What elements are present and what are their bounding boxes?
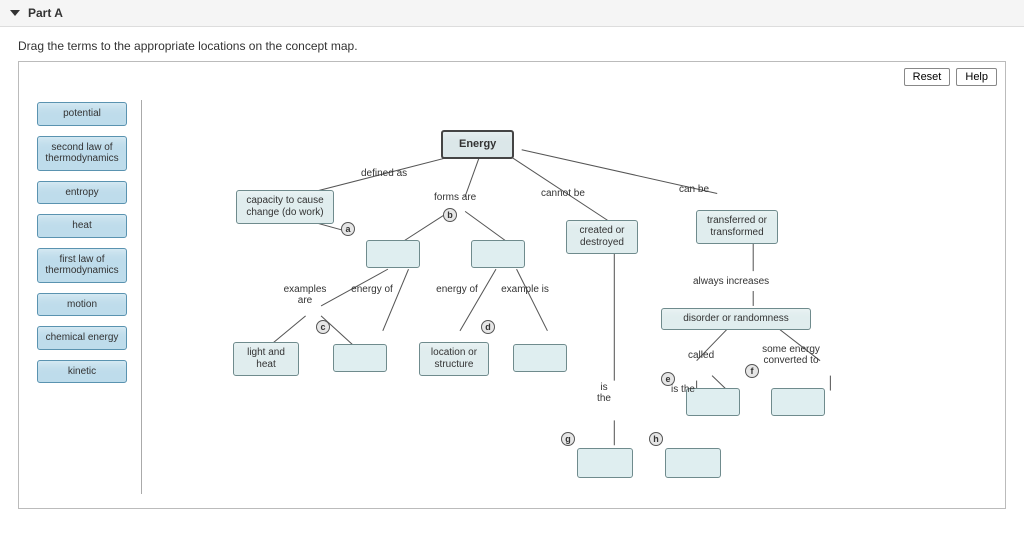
help-button[interactable]: Help [956, 68, 997, 86]
term-second-law[interactable]: second law of thermodynamics [37, 136, 127, 171]
edge-defined-as: defined as [361, 168, 407, 179]
edge-some-energy: some energy converted to [751, 344, 831, 366]
term-entropy[interactable]: entropy [37, 181, 127, 205]
drop-b-right[interactable] [471, 240, 525, 268]
collapse-icon[interactable] [10, 10, 20, 16]
part-title: Part A [28, 6, 63, 20]
drop-h[interactable] [665, 448, 721, 478]
node-energy: Energy [441, 130, 514, 159]
marker-b: b [443, 208, 457, 222]
marker-d: d [481, 320, 495, 334]
edge-energy-of-1: energy of [351, 284, 393, 295]
term-first-law[interactable]: first law of thermodynamics [37, 248, 127, 283]
marker-c: c [316, 320, 330, 334]
edge-is-the-1: is the [593, 382, 615, 404]
concept-map-panel: Reset Help potential second law of therm… [18, 61, 1006, 509]
edge-called: called [688, 350, 714, 361]
node-capacity: capacity to cause change (do work) [236, 190, 334, 224]
drop-b-left[interactable] [366, 240, 420, 268]
edge-is-the-right: is the [671, 384, 695, 395]
node-transferred: transferred or transformed [696, 210, 778, 244]
drop-d[interactable] [513, 344, 567, 372]
edge-can-be: can be [679, 184, 709, 195]
edge-always-increases: always increases [693, 276, 769, 287]
marker-g: g [561, 432, 575, 446]
marker-f: f [745, 364, 759, 378]
drop-f[interactable] [771, 388, 825, 416]
term-kinetic[interactable]: kinetic [37, 360, 127, 384]
node-location: location or structure [419, 342, 489, 376]
marker-h: h [649, 432, 663, 446]
node-disorder: disorder or randomness [661, 308, 811, 330]
drop-c[interactable] [333, 344, 387, 372]
concept-map: Energy defined as capacity to cause chan… [141, 92, 995, 498]
term-motion[interactable]: motion [37, 293, 127, 317]
edge-forms-are: forms are [434, 192, 476, 203]
term-heat[interactable]: heat [37, 214, 127, 238]
term-potential[interactable]: potential [37, 102, 127, 126]
term-chemical[interactable]: chemical energy [37, 326, 127, 350]
reset-button[interactable]: Reset [904, 68, 951, 86]
node-light-heat: light and heat [233, 342, 299, 376]
edge-examples-are: examples are [275, 284, 335, 306]
node-created: created or destroyed [566, 220, 638, 254]
edge-cannot-be: cannot be [541, 188, 585, 199]
terms-column: potential second law of thermodynamics e… [37, 102, 127, 383]
drop-g[interactable] [577, 448, 633, 478]
toolbar: Reset Help [904, 68, 997, 86]
marker-a: a [341, 222, 355, 236]
instructions: Drag the terms to the appropriate locati… [0, 27, 1024, 61]
edge-energy-of-2: energy of [436, 284, 478, 295]
edge-example-is: example is [501, 284, 549, 295]
part-header: Part A [0, 0, 1024, 27]
